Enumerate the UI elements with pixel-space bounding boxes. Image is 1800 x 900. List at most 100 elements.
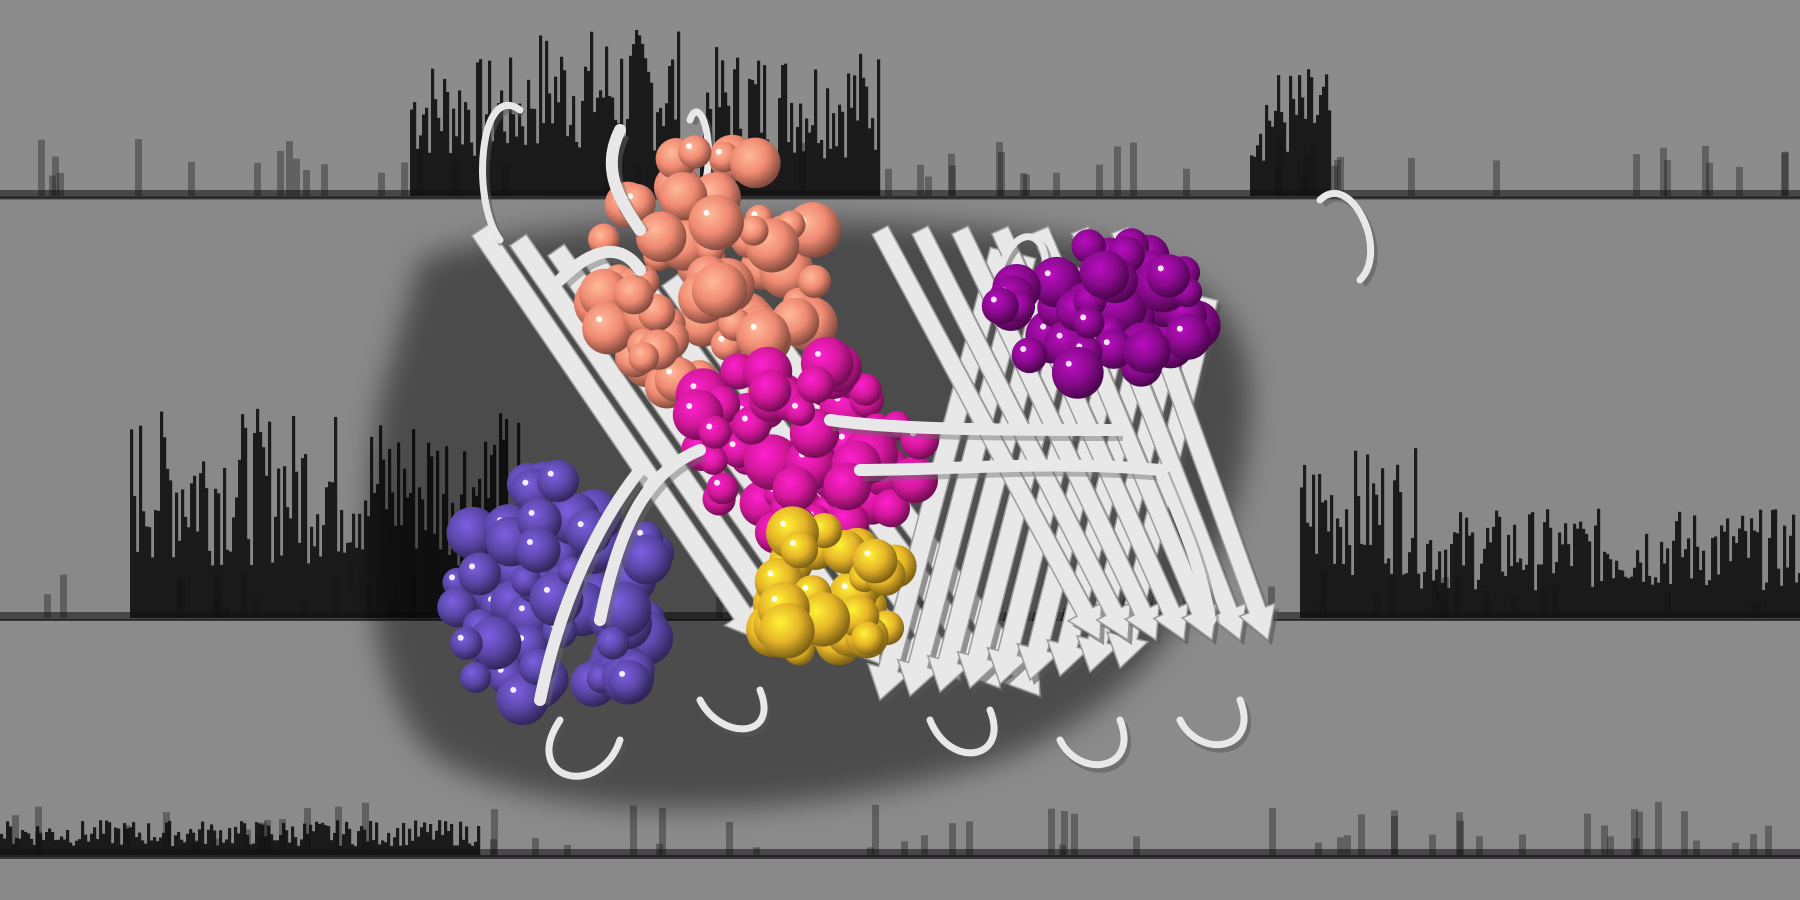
trace-spike xyxy=(1585,533,1589,618)
trace-spike-faint xyxy=(925,176,932,196)
trace-spike xyxy=(30,838,34,855)
trace-spike xyxy=(237,833,241,855)
trace-spike xyxy=(183,842,187,855)
trace-spike xyxy=(129,827,133,855)
trace-spike-faint xyxy=(1268,586,1275,618)
trace-spike xyxy=(1369,544,1373,618)
trace-spike-faint xyxy=(244,829,251,855)
trace-spike xyxy=(21,829,25,855)
trace-spike-faint xyxy=(634,165,641,196)
trace-spike xyxy=(270,834,274,855)
trace-spike-faint xyxy=(1476,836,1483,855)
trace-spike-faint xyxy=(1061,811,1068,855)
trace-spike-faint xyxy=(1391,816,1398,855)
trace-spike xyxy=(1402,574,1406,618)
trace-spike xyxy=(1303,464,1307,618)
trace-spike-faint xyxy=(252,596,259,618)
trace-baseline xyxy=(0,190,1800,198)
trace-spike-faint xyxy=(1486,605,1493,618)
surface-sphere xyxy=(759,603,815,659)
trace-spike-faint xyxy=(1374,593,1381,618)
trace-spike xyxy=(453,845,457,855)
purple-surface xyxy=(981,228,1221,399)
trace-spike xyxy=(130,429,134,618)
trace-spike xyxy=(548,93,552,196)
trace-spike-faint xyxy=(1059,844,1066,855)
trace-spike xyxy=(1537,564,1541,618)
trace-spike xyxy=(261,824,265,855)
surface-sphere xyxy=(691,262,748,318)
trace-spike xyxy=(1597,508,1601,618)
trace-spike xyxy=(748,78,752,196)
trace-spike-faint xyxy=(1511,596,1518,618)
trace-spike xyxy=(515,136,519,196)
specular-highlight xyxy=(771,595,778,602)
trace-spike xyxy=(1504,576,1508,618)
trace-spike xyxy=(1477,579,1481,618)
trace-spike xyxy=(629,55,633,196)
trace-spike xyxy=(841,111,845,196)
trace-spike xyxy=(93,827,97,855)
trace-spike xyxy=(1702,550,1706,618)
trace-spike xyxy=(461,144,465,196)
trace-spike-faint xyxy=(1732,842,1739,855)
trace-spike-faint xyxy=(286,141,293,196)
trace-spike xyxy=(24,831,28,855)
trace-spike xyxy=(1651,584,1655,618)
trace-spike xyxy=(198,829,202,855)
specular-highlight xyxy=(1044,270,1051,277)
trace-spike xyxy=(1426,543,1430,618)
trace-spike-faint xyxy=(885,168,892,196)
specular-highlight xyxy=(741,415,748,422)
trace-spike xyxy=(410,109,414,196)
specular-highlight xyxy=(780,520,787,527)
trace-spike xyxy=(132,822,136,855)
trace-spike xyxy=(153,837,157,855)
specular-highlight xyxy=(841,583,848,590)
trace-spike xyxy=(133,496,137,618)
trace-spike xyxy=(1615,560,1619,618)
specular-highlight xyxy=(510,686,517,693)
trace-spike xyxy=(1283,122,1287,196)
trace-spike xyxy=(650,82,654,196)
trace-spike xyxy=(178,540,182,618)
trace-spike-faint xyxy=(163,812,170,855)
trace-spike xyxy=(87,841,91,855)
trace-spike xyxy=(1256,145,1260,196)
trace-spike xyxy=(1540,564,1544,618)
trace-spike xyxy=(72,845,76,855)
trace-spike xyxy=(282,823,286,855)
trace-spike xyxy=(417,836,421,855)
trace-spike xyxy=(1450,543,1454,618)
surface-sphere xyxy=(706,472,739,505)
trace-spike xyxy=(1298,75,1302,196)
trace-spike xyxy=(644,58,648,196)
trace-spike xyxy=(1489,542,1493,618)
specular-highlight xyxy=(596,316,603,323)
trace-spike xyxy=(163,437,167,618)
trace-spike xyxy=(1265,104,1269,196)
trace-spike xyxy=(156,841,160,855)
trace-spike xyxy=(144,843,148,855)
trace-spike xyxy=(405,845,409,855)
trace-spike-faint xyxy=(366,583,373,618)
trace-spike xyxy=(799,103,803,196)
trace-spike xyxy=(438,820,442,855)
trace-spike xyxy=(1333,563,1337,618)
surface-sphere xyxy=(1164,313,1211,360)
trace-spike xyxy=(566,136,570,196)
trace-spike xyxy=(569,124,573,196)
trace-spike-faint xyxy=(1681,811,1688,855)
trace-spike-faint xyxy=(1315,842,1322,855)
trace-spike xyxy=(325,487,329,618)
trace-spike xyxy=(1558,532,1562,618)
trace-spike-faint xyxy=(417,148,424,196)
trace-spike xyxy=(243,823,247,855)
trace-spike xyxy=(96,839,100,855)
trace-spike xyxy=(184,516,188,618)
surface-sphere xyxy=(796,365,835,404)
trace-spike xyxy=(1360,543,1364,618)
trace-spike xyxy=(252,843,256,855)
trace-spike xyxy=(850,107,854,196)
